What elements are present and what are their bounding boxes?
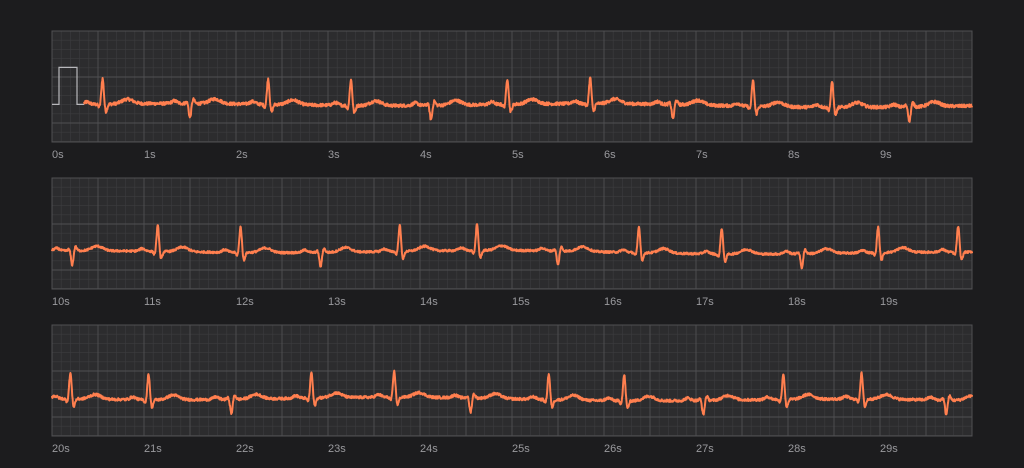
x-tick-label: 22s bbox=[236, 443, 254, 455]
x-tick-label: 28s bbox=[788, 443, 806, 455]
x-tick-label: 16s bbox=[604, 296, 622, 308]
x-tick-label: 21s bbox=[144, 443, 162, 455]
x-tick-label: 10s bbox=[52, 296, 70, 308]
major-grid-lines bbox=[51, 324, 973, 436]
ecg-strip-2: 10s 11s 12s 13s 14s 15s 16s 17s 18s 19s bbox=[51, 177, 973, 308]
x-tick-label: 7s bbox=[696, 149, 708, 161]
ecg-trace-1 bbox=[83, 76, 973, 123]
calibration-pulse bbox=[52, 66, 84, 105]
x-tick-label: 14s bbox=[420, 296, 438, 308]
plot-border bbox=[51, 30, 973, 143]
x-tick-label: 17s bbox=[696, 296, 714, 308]
ecg-trace-3 bbox=[51, 369, 973, 416]
x-tick-label: 11s bbox=[144, 296, 161, 308]
x-tick-label: 9s bbox=[880, 149, 892, 161]
x-tick-label: 8s bbox=[788, 149, 800, 161]
x-tick-label: 13s bbox=[328, 296, 346, 308]
x-tick-label: 26s bbox=[604, 443, 622, 455]
x-tick-label: 1s bbox=[144, 149, 156, 161]
major-grid-lines bbox=[51, 177, 973, 289]
ecg-trace-2 bbox=[51, 223, 973, 270]
major-grid-lines bbox=[51, 30, 973, 142]
x-tick-label: 15s bbox=[512, 296, 530, 308]
x-tick-label: 23s bbox=[328, 443, 346, 455]
plot-border bbox=[51, 324, 973, 437]
x-tick-label: 24s bbox=[420, 443, 438, 455]
x-tick-label: 3s bbox=[328, 149, 340, 161]
plot-border bbox=[51, 177, 973, 290]
x-tick-label: 12s bbox=[236, 296, 254, 308]
x-tick-label: 18s bbox=[788, 296, 806, 308]
x-tick-label: 25s bbox=[512, 443, 530, 455]
x-tick-label: 19s bbox=[880, 296, 898, 308]
x-tick-label: 5s bbox=[512, 149, 524, 161]
x-tick-label: 2s bbox=[236, 149, 248, 161]
x-tick-label: 27s bbox=[696, 443, 714, 455]
x-tick-label: 20s bbox=[52, 443, 70, 455]
ecg-strip-3: 20s 21s 22s 23s 24s 25s 26s 27s 28s 29s bbox=[51, 324, 973, 455]
ecg-strip-1: 0s 1s 2s 3s 4s 5s 6s 7s 8s 9s bbox=[51, 30, 973, 161]
x-tick-label: 0s bbox=[52, 149, 64, 161]
x-tick-label: 4s bbox=[420, 149, 432, 161]
x-tick-label: 6s bbox=[604, 149, 616, 161]
x-tick-label: 29s bbox=[880, 443, 898, 455]
